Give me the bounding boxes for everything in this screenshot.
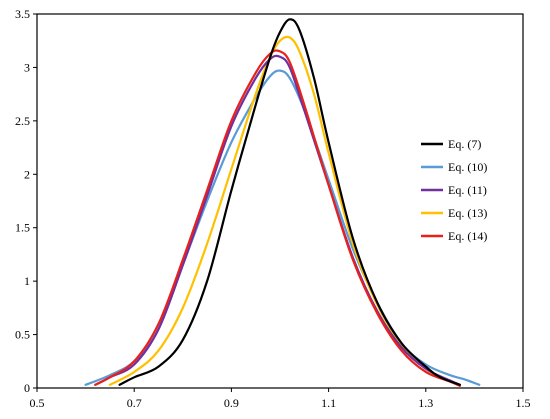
y-tick-label: 3.5: [15, 7, 30, 21]
x-tick-label: 1.3: [418, 396, 433, 410]
axes: [36, 13, 524, 389]
series-lines: [84, 18, 481, 387]
legend-label-4: Eq. (14): [448, 229, 487, 243]
legend-label-3: Eq. (13): [448, 206, 487, 220]
x-tick-label: 0.7: [127, 396, 142, 410]
series-line-1: [84, 69, 481, 386]
x-tick-label: 0.9: [224, 396, 239, 410]
y-tick-label: 1: [24, 274, 30, 288]
legend-label-2: Eq. (11): [448, 183, 487, 197]
legend: Eq. (7) Eq. (10) Eq. (11) Eq. (13) Eq. (14): [421, 137, 487, 243]
x-tick-label: 1.1: [321, 396, 336, 410]
legend-label-1: Eq. (10): [448, 160, 487, 174]
series-line-3: [108, 35, 461, 386]
y-tick-label: 2: [24, 167, 30, 181]
x-tick-label: 0.5: [30, 396, 45, 410]
tick-labels: 0.5 0.7 0.9 1.1 1.3 1.500.511.522.533.5: [15, 7, 531, 410]
y-tick-label: 2.5: [15, 114, 30, 128]
series-line-0: [118, 18, 461, 386]
y-tick-label: 0: [24, 381, 30, 395]
y-tick-label: 3: [24, 60, 30, 74]
y-tick-label: 1.5: [15, 221, 30, 235]
series-line-2: [94, 54, 461, 386]
x-tick-label: 1.5: [516, 396, 531, 410]
legend-label-0: Eq. (7): [448, 137, 481, 151]
plot-frame: [36, 13, 524, 389]
y-tick-label: 0.5: [15, 328, 30, 342]
series-line-4: [94, 49, 461, 387]
